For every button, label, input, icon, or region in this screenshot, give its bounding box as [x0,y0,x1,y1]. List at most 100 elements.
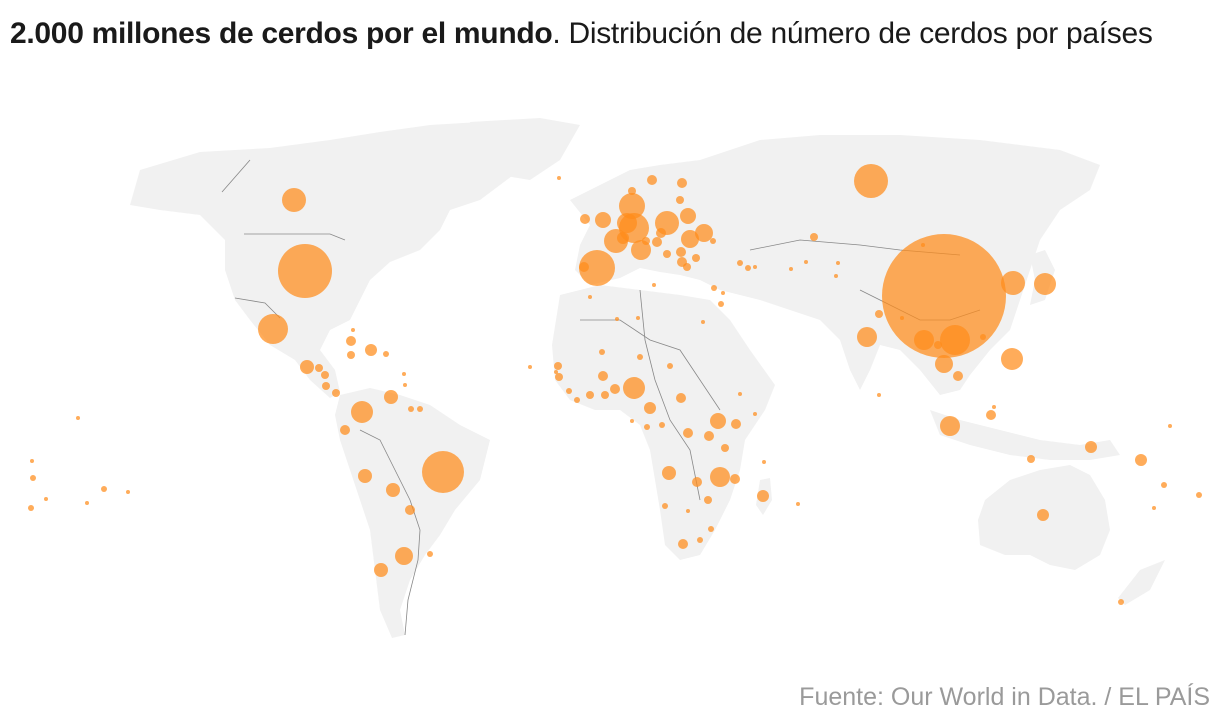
bubble-azerbaijan [753,265,757,269]
bubble-mozambique-malawi [710,467,730,487]
bubble-angola [662,466,676,480]
bubble-argentina [395,547,413,565]
bubble-venezuela [384,390,398,404]
bubble-cambodia [953,371,963,381]
bubble-sierra-leone-liberia [574,397,580,403]
land-greenland [470,118,580,180]
bubble-panama [332,389,340,397]
bubble-somalia [753,412,757,416]
bubble-sri-lanka [877,393,881,397]
bubble-croatia [663,250,671,258]
chart-title: 2.000 millones de cerdos por el mundo. D… [10,12,1210,56]
bubble-vanuatu [1161,482,1167,488]
source-credit: Fuente: Our World in Data. / EL PAÍS [799,683,1210,711]
bubble-dominican-republic-haiti [365,344,377,356]
bubble-baltics [676,196,684,204]
bubble-libya [636,316,640,320]
bubble-spain [579,250,615,286]
bubble-rwanda-burundi [704,431,714,441]
bubble-georgia [737,260,743,266]
bubble-ukraine [695,224,713,242]
bubble-australia [1037,509,1049,521]
land-new-zealand [1118,560,1165,605]
bubble-south-africa [678,539,688,549]
bubble-mexico [258,314,288,344]
bubble-chile [374,563,388,577]
bubble-czechia [656,228,666,238]
bubble-china [882,234,1006,358]
bubble-cameroon [644,402,656,414]
bubble-central-african-rep- [676,393,686,403]
bubble-ireland [580,214,590,224]
bubble-pacific-islands-c [101,486,107,492]
bubble-kenya [731,419,741,429]
bubble-sweden [647,175,657,185]
bubble-ethiopia [738,392,742,396]
bubble-suriname [417,406,423,412]
bubble-peru [358,469,372,483]
bubble-netherlands [617,213,637,233]
bubble-equatorial-guinea [630,419,634,423]
bubble-costa-rica [322,382,330,390]
bubble-eswatini [708,526,714,532]
bubble-israel [718,301,724,307]
bubble-switzerland [642,237,650,245]
bubble-japan [1034,273,1056,295]
bubble-turkmenistan [789,267,793,271]
bubble-finland [677,178,687,188]
bubble-india [857,327,877,347]
land-north-america [130,122,560,398]
bubble-bulgaria [692,254,700,262]
bubble-indonesia [940,416,960,436]
border-canada-us [244,233,346,241]
bubble-brunei [992,405,996,409]
bubble-tanzania [721,444,729,452]
bubble-malaysia [986,410,996,420]
bubble-belgium [617,232,629,244]
bubble-russia [854,164,888,198]
world-map [0,110,1220,650]
bubble-hawaii [76,416,80,420]
bubble-moldova [710,238,716,244]
border-south-america [359,429,421,636]
bubble-cyprus [711,285,717,291]
bubble-botswana [686,509,690,513]
bubble-burkina-faso [598,371,608,381]
bubble-dr-congo [683,428,693,438]
bubble-paraguay [405,505,415,515]
bubble-solomon-islands [1135,454,1147,466]
bubble-togo-benin [610,384,620,394]
bubble-united-states [278,244,332,298]
bubble-portugal [579,262,589,272]
bubble-hungary [676,247,686,257]
bubble-guinea-bissau [555,373,563,381]
bubble-namibia [662,503,668,509]
bubble-new-caledonia [1152,506,1156,510]
bubble-malawi [730,474,740,484]
bubble-timor-leste [1027,455,1035,463]
bubble-thailand [935,355,953,373]
bubble-cape-verde [528,365,532,369]
bubble-new-zealand [1118,599,1124,605]
bubble-myanmar [914,330,934,350]
bubble-gambia [554,370,558,374]
bubble-tajikistan [834,274,838,278]
bubble-reunion [796,502,800,506]
bubble-armenia [745,265,751,271]
bubble-austria [652,237,662,247]
bubble-zambia [692,477,702,487]
bubble-pacific-islands-a [30,459,34,463]
bubble-micronesia [1168,424,1172,428]
bubble-kazakhstan [810,233,818,241]
bubble-taiwan [980,334,986,340]
bubble-ecuador [340,425,350,435]
bubble-algeria [615,317,619,321]
bubble-gabon [644,424,650,430]
bubble-mali [599,349,605,355]
bubble-uruguay [427,551,433,557]
bubble-puerto-rico [383,351,389,357]
title-rest: . Distribución de número de cerdos por p… [552,17,1153,50]
bubble-chad [667,363,673,369]
bubble-egypt [701,320,705,324]
bubble-lebanon [721,291,725,295]
